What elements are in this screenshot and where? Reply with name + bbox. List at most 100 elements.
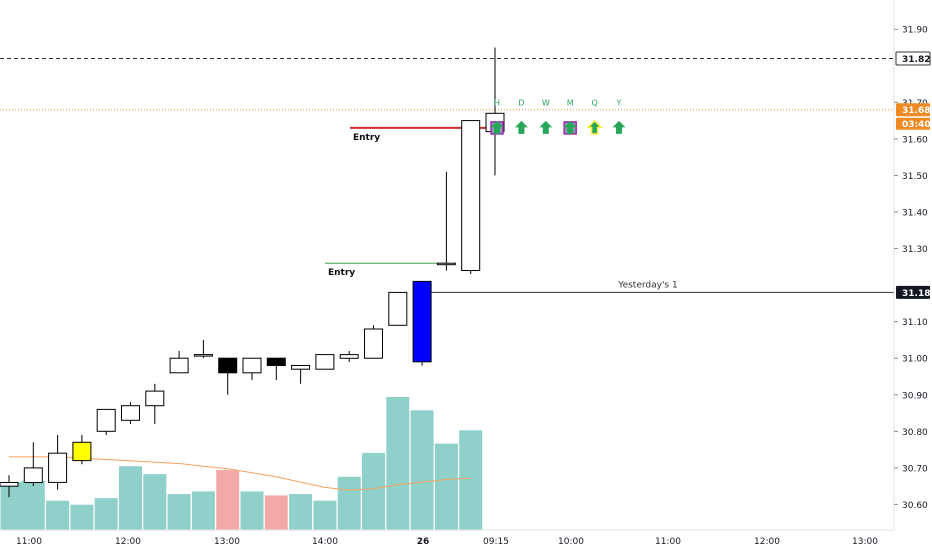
volume-bars: [0, 397, 483, 531]
price-tick-label: 30.80: [902, 428, 928, 438]
candle-body: [242, 357, 262, 374]
candle: [145, 383, 165, 424]
candle: [96, 408, 116, 435]
candle: [169, 350, 189, 374]
candle: [339, 350, 359, 362]
marker-arrow-icon: [490, 120, 504, 134]
price-tick-label: 31.10: [902, 318, 928, 328]
volume-bar: [216, 470, 240, 530]
volume-bar: [410, 410, 434, 530]
candle: [436, 171, 456, 271]
candle-body: [461, 120, 481, 271]
candle-body: [96, 408, 116, 432]
timeframe-label: H: [494, 98, 500, 107]
price-tick-label: 31.60: [902, 135, 928, 145]
candle: [461, 120, 481, 275]
price-tick-label: 31.30: [902, 245, 928, 255]
candle: [388, 291, 408, 326]
countdown-badge-text: 03:40: [902, 120, 931, 130]
candles: [0, 47, 505, 498]
current-price-badge: 31.68: [896, 103, 930, 117]
price-tick-label: 31.50: [902, 172, 928, 182]
candle: [23, 442, 43, 487]
current-price-badge-text: 31.68: [902, 106, 930, 116]
candle-body: [121, 405, 140, 421]
marker-arrow-icon: [612, 120, 626, 134]
high-level-badge: 31.82: [895, 51, 931, 66]
volume-bar: [337, 476, 361, 530]
volume-bar: [46, 500, 70, 530]
price-tick-label: 30.60: [902, 501, 928, 511]
volume-bar: [94, 498, 118, 530]
time-tick-label: 14:00: [312, 537, 338, 547]
marker-arrow-icon: [586, 119, 603, 135]
volume-bar: [70, 504, 94, 530]
price-tick-label: 31.90: [902, 26, 928, 36]
volume-bar: [459, 430, 483, 531]
candle: [121, 402, 140, 424]
price-tick-label: 30.70: [902, 464, 928, 474]
candle: [364, 325, 383, 359]
yesterday-level-label: Yesterday's 1: [617, 280, 677, 290]
candle-body: [0, 482, 19, 487]
volume-bar: [362, 452, 385, 530]
time-tick-label: 10:00: [558, 537, 584, 547]
candle: [485, 47, 505, 176]
yesterday-level-badge: 31.18: [896, 285, 930, 299]
candle-body: [364, 328, 383, 359]
candle-body: [266, 357, 286, 367]
candle-body: [388, 291, 408, 326]
high-level-badge-bg: [895, 51, 931, 66]
time-axis: 11:00 12:00 13:00 14:00 26 09:15 10:00 11:00 12:…: [0, 529, 894, 547]
volume-bar: [240, 491, 264, 530]
volume-bar: [21, 480, 45, 530]
time-tick-label: 26: [417, 537, 430, 547]
candle: [72, 435, 92, 465]
candle-body: [315, 354, 335, 370]
candle-body: [339, 354, 359, 359]
volume-bar: [264, 495, 288, 530]
timeframe-label: W: [542, 98, 550, 107]
volume-bar: [143, 474, 167, 530]
yesterday-level-badge-bg: [896, 285, 930, 299]
candle-body: [436, 262, 456, 266]
candle: [48, 435, 68, 490]
price-axis: 31.9031.7031.6031.5031.4031.3031.1031.00…: [893, 0, 931, 530]
countdown-badge: 03:40: [896, 117, 931, 130]
entry-label-green: Entry: [328, 268, 355, 278]
timeframe-label: M: [567, 98, 574, 107]
volume-bar: [313, 500, 337, 530]
volume-bar: [289, 494, 313, 530]
price-tick-label: 30.90: [902, 391, 928, 401]
time-tick-label: 12:00: [115, 537, 141, 547]
candle-body: [291, 365, 311, 370]
time-tick-label: 11:00: [16, 537, 42, 547]
time-tick-label: 11:00: [655, 537, 681, 547]
high-level-badge-text: 31.82: [902, 55, 930, 65]
time-tick-label: 13:00: [852, 537, 878, 547]
candle-body: [145, 390, 165, 407]
candle-body: [193, 354, 213, 357]
timeframe-label: Q: [591, 98, 597, 107]
entry-label-red: Entry: [353, 133, 380, 143]
time-tick-label: 09:15: [483, 537, 509, 547]
time-tick-label: 13:00: [214, 537, 240, 547]
volume-bar: [386, 397, 410, 530]
marker-arrow-icon: [539, 120, 553, 134]
marker-arrow-icon: [563, 120, 577, 134]
candle-body: [23, 467, 43, 483]
candle: [315, 354, 335, 370]
candle-body: [72, 441, 92, 462]
marker-arrow-icon: [514, 120, 528, 134]
volume-bar: [434, 443, 458, 531]
candle: [291, 365, 311, 384]
timeframe-label: Y: [616, 98, 622, 107]
candle: [412, 280, 432, 366]
current-price-badge-bg: [896, 103, 930, 117]
volume-bar: [191, 491, 215, 530]
candle: [266, 357, 286, 381]
candle-body: [218, 357, 238, 374]
